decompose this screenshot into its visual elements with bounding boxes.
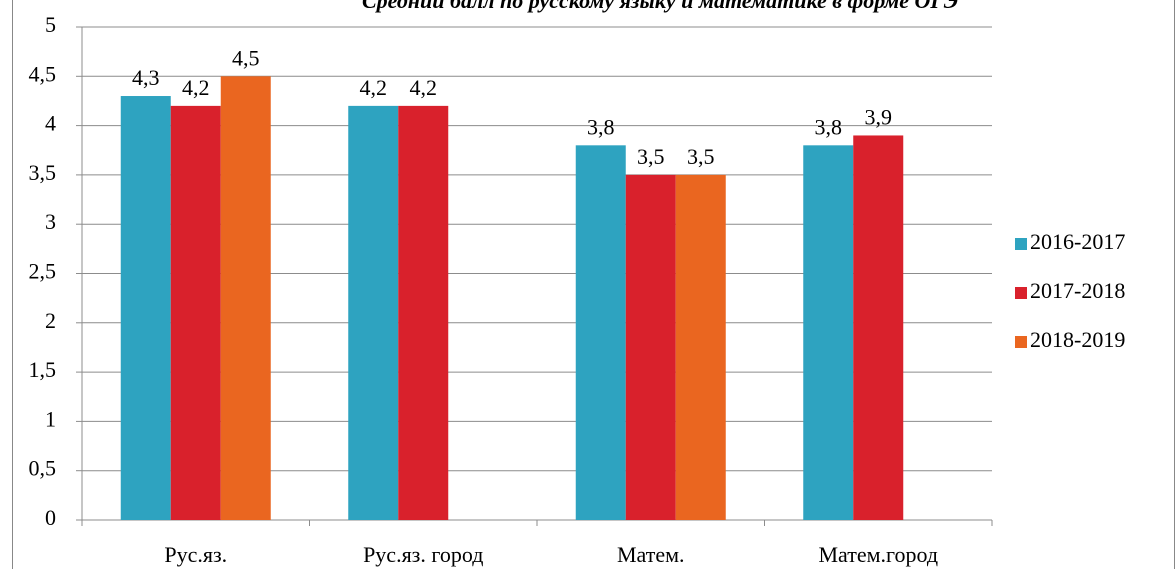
y-tick-label: 1,5 — [29, 357, 57, 382]
bar — [220, 76, 271, 521]
y-tick-label: 5 — [45, 12, 56, 37]
data-label: 4,2 — [410, 75, 438, 100]
data-label: 3,5 — [687, 144, 715, 169]
legend-label: 2016-2017 — [1030, 229, 1125, 254]
data-label: 4,2 — [182, 75, 210, 100]
bar — [625, 174, 676, 520]
bar — [675, 174, 726, 520]
legend-label: 2018-2019 — [1030, 327, 1125, 352]
data-label: 3,8 — [587, 114, 615, 139]
y-tick-label: 0 — [45, 505, 56, 530]
data-label: 4,2 — [360, 75, 388, 100]
y-tick-label: 2,5 — [29, 259, 57, 284]
bar — [853, 135, 904, 520]
y-tick-label: 3 — [45, 209, 56, 234]
data-label: 3,9 — [865, 105, 893, 130]
data-label: 4,3 — [132, 65, 160, 90]
x-tick-label: Матем. — [617, 542, 685, 567]
bar — [803, 145, 854, 520]
bar — [120, 96, 171, 521]
y-tick-label: 4,5 — [29, 61, 57, 86]
x-tick-label: Рус.яз. — [164, 542, 227, 567]
legend-label: 2017-2018 — [1030, 278, 1125, 303]
bar — [348, 105, 399, 520]
legend-swatch — [1015, 238, 1027, 250]
legend-swatch — [1015, 336, 1027, 348]
y-tick-label: 3,5 — [29, 160, 57, 185]
data-label: 3,8 — [815, 114, 843, 139]
bar — [575, 145, 626, 520]
x-tick-label: Матем.город — [818, 542, 938, 567]
bar — [398, 105, 449, 520]
y-tick-label: 2 — [45, 308, 56, 333]
y-tick-label: 4 — [45, 111, 56, 136]
chart-frame — [12, 0, 1175, 569]
data-label: 3,5 — [637, 144, 665, 169]
x-tick-label: Рус.яз. город — [363, 542, 483, 567]
legend-swatch — [1015, 287, 1027, 299]
data-label: 4,5 — [232, 45, 260, 70]
chart-title: Средний балл по русскому языку и математ… — [362, 0, 958, 13]
y-tick-label: 0,5 — [29, 456, 57, 481]
bar — [170, 105, 221, 520]
y-tick-label: 1 — [45, 406, 56, 431]
